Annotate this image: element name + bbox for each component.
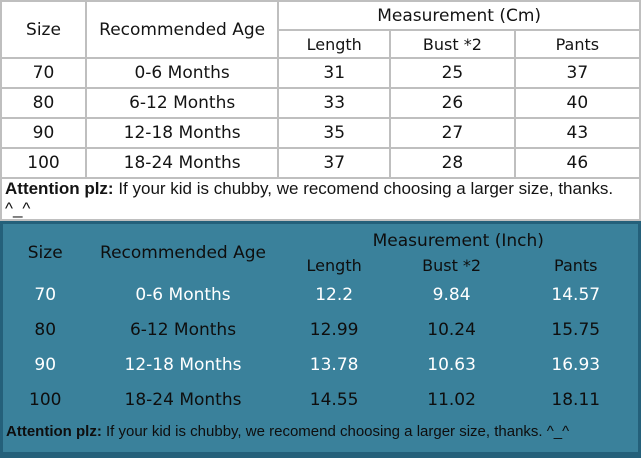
size-cell: 100	[29, 389, 62, 410]
pants-cell: 46	[513, 147, 641, 179]
table-row: 70 0-6 Months 31 25 37	[0, 57, 641, 89]
cm-attention-note: Attention plz: If your kid is chubby, we…	[0, 177, 641, 221]
bust-cell: 10.24	[427, 319, 476, 340]
size-cell: 80	[0, 87, 87, 119]
length-cell: 33	[277, 87, 392, 119]
cm-header-size: Size	[0, 0, 87, 59]
bust-cell: 10.63	[427, 354, 476, 375]
age-cell: 6-12 Months	[129, 319, 237, 340]
pants-cell: 43	[513, 117, 641, 149]
inch-header-pants: Pants	[554, 255, 598, 275]
bust-cell: 11.02	[427, 389, 476, 410]
length-cell: 12.99	[309, 319, 359, 340]
size-cell: 90	[34, 354, 57, 375]
cm-header-age: Recommended Age	[84, 0, 280, 59]
length-cell: 13.78	[309, 354, 359, 375]
age-cell: 18-24 Months	[124, 389, 242, 410]
bust-cell: 28	[389, 147, 516, 179]
length-cell: 12.2	[315, 284, 354, 305]
bust-cell: 25	[389, 57, 516, 89]
bust-cell: 27	[389, 117, 516, 149]
length-cell: 35	[277, 117, 392, 149]
inch-header-length: Length	[306, 255, 362, 275]
length-cell: 14.55	[309, 389, 359, 410]
attention-label: Attention plz:	[6, 423, 102, 440]
bust-cell: 26	[389, 87, 516, 119]
age-cell: 12-18 Months	[84, 117, 280, 149]
length-cell: 37	[277, 147, 392, 179]
age-cell: 12-18 Months	[124, 354, 242, 375]
age-cell: 18-24 Months	[84, 147, 280, 179]
pants-cell: 14.57	[551, 284, 601, 305]
table-row: 100 18-24 Months 14.55 11.02 18.11	[3, 382, 638, 417]
table-row: 80 6-12 Months 33 26 40	[0, 87, 641, 119]
table-row: 90 12-18 Months 35 27 43	[0, 117, 641, 149]
size-cell: 80	[34, 319, 57, 340]
age-cell: 0-6 Months	[135, 284, 231, 305]
cm-header-measurement: Measurement (Cm)	[277, 0, 641, 31]
cm-header-bust: Bust *2	[389, 29, 516, 59]
attention-text: If your kid is chubby, we recomend choos…	[5, 179, 614, 218]
pants-cell: 40	[513, 87, 641, 119]
length-cell: 31	[277, 57, 392, 89]
table-row: 90 12-18 Months 13.78 10.63 16.93	[3, 347, 638, 382]
attention-label: Attention plz:	[5, 179, 114, 198]
inch-header-age: Recommended Age	[100, 242, 266, 263]
age-cell: 0-6 Months	[84, 57, 280, 89]
table-row: 100 18-24 Months 37 28 46	[0, 147, 641, 179]
pants-cell: 37	[513, 57, 641, 89]
cm-size-table: Size Recommended Age Measurement (Cm) Le…	[0, 0, 641, 221]
inch-header-measurement: Measurement (Inch)	[372, 230, 544, 251]
inch-size-table: Size Recommended Age Measurement (Inch) …	[3, 228, 638, 417]
pants-cell: 16.93	[551, 354, 601, 375]
cm-header-length: Length	[277, 29, 392, 59]
inch-header-size: Size	[27, 242, 63, 263]
inch-header-bust: Bust *2	[422, 255, 482, 275]
size-cell: 70	[0, 57, 87, 89]
size-cell: 90	[0, 117, 87, 149]
pants-cell: 18.11	[551, 389, 601, 410]
size-cell: 100	[0, 147, 87, 179]
inch-attention-note: Attention plz: If your kid is chubby, we…	[3, 417, 638, 440]
table-row: 70 0-6 Months 12.2 9.84 14.57	[3, 277, 638, 312]
inch-size-panel: Size Recommended Age Measurement (Inch) …	[0, 221, 641, 458]
table-row: 80 6-12 Months 12.99 10.24 15.75	[3, 312, 638, 347]
age-cell: 6-12 Months	[84, 87, 280, 119]
bust-cell: 9.84	[432, 284, 471, 305]
size-cell: 70	[34, 284, 57, 305]
pants-cell: 15.75	[551, 319, 601, 340]
attention-text: If your kid is chubby, we recomend choos…	[101, 423, 570, 440]
cm-header-pants: Pants	[513, 29, 641, 59]
